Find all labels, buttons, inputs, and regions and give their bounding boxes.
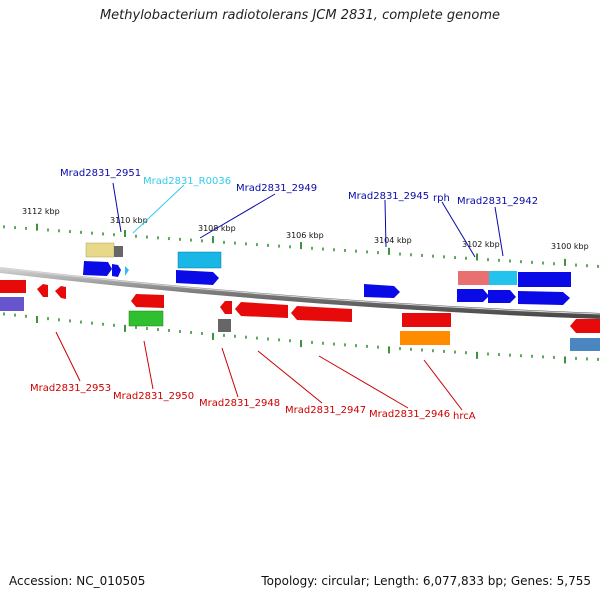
- genome-backbone: [0, 267, 600, 319]
- gene-feature[interactable]: [114, 246, 123, 257]
- gene-feature[interactable]: [400, 331, 450, 345]
- gene-feature[interactable]: [0, 297, 24, 311]
- gene-feature[interactable]: [131, 294, 164, 308]
- accession-text: Accession: NC_010505: [9, 574, 146, 588]
- gene-feature[interactable]: [218, 319, 231, 332]
- gene-feature[interactable]: [0, 280, 26, 293]
- gene-label[interactable]: Mrad2831_2950: [113, 391, 194, 402]
- scale-ticks-outer: [3, 223, 599, 268]
- gene-feature[interactable]: [457, 289, 489, 302]
- gene-feature[interactable]: [570, 338, 600, 351]
- scale-label: 3112 kbp: [22, 207, 60, 216]
- gene-label[interactable]: Mrad2831_2942: [457, 196, 538, 207]
- gene-feature[interactable]: [55, 286, 66, 299]
- scale-label: 3100 kbp: [551, 242, 589, 251]
- gene-feature[interactable]: [85, 242, 115, 258]
- gene-label[interactable]: Mrad2831_2949: [236, 183, 317, 194]
- genome-summary-text: Topology: circular; Length: 6,077,833 bp…: [261, 574, 591, 588]
- gene-feature[interactable]: [176, 270, 219, 285]
- gene-label[interactable]: Mrad2831_R0036: [143, 176, 231, 187]
- gene-label[interactable]: rph: [433, 193, 450, 204]
- scale-label: 3110 kbp: [110, 216, 148, 225]
- callout-lines: [55, 182, 504, 411]
- gene-feature[interactable]: [518, 291, 570, 305]
- gene-feature[interactable]: [220, 301, 232, 314]
- scale-label: 3102 kbp: [462, 240, 500, 249]
- gene-feature[interactable]: [37, 284, 48, 297]
- gene-feature[interactable]: [83, 261, 112, 276]
- gene-feature[interactable]: [402, 313, 451, 327]
- gene-feature[interactable]: [177, 251, 222, 269]
- gene-feature[interactable]: [235, 302, 288, 318]
- gene-label[interactable]: Mrad2831_2951: [60, 168, 141, 179]
- reverse-features: [0, 280, 600, 351]
- forward-features: [83, 242, 571, 305]
- gene-label[interactable]: Mrad2831_2953: [30, 383, 111, 394]
- gene-label[interactable]: Mrad2831_2945: [348, 191, 429, 202]
- gene-labels-top: Mrad2831_2951 Mrad2831_R0036 Mrad2831_29…: [60, 168, 538, 207]
- gene-feature[interactable]: [488, 290, 516, 303]
- gene-feature[interactable]: [125, 266, 129, 276]
- gene-label[interactable]: hrcA: [453, 411, 476, 422]
- gene-labels-bottom: Mrad2831_2953 Mrad2831_2950 Mrad2831_294…: [30, 383, 476, 422]
- map-title: Methylobacterium radiotolerans JCM 2831,…: [99, 8, 501, 23]
- scale-ticks-inner: [3, 312, 599, 364]
- gene-label[interactable]: Mrad2831_2948: [199, 398, 280, 409]
- scale-label: 3104 kbp: [374, 236, 412, 245]
- gene-feature[interactable]: [112, 264, 121, 277]
- gene-label[interactable]: Mrad2831_2947: [285, 405, 366, 416]
- gene-feature[interactable]: [364, 284, 400, 298]
- scale-label: 3106 kbp: [286, 231, 324, 240]
- gene-feature[interactable]: [128, 310, 164, 327]
- gene-feature[interactable]: [570, 319, 600, 333]
- gene-feature[interactable]: [291, 306, 352, 322]
- gene-feature[interactable]: [489, 271, 517, 285]
- gene-label[interactable]: Mrad2831_2946: [369, 409, 450, 420]
- gene-feature[interactable]: [458, 271, 489, 285]
- gene-feature[interactable]: [518, 272, 571, 287]
